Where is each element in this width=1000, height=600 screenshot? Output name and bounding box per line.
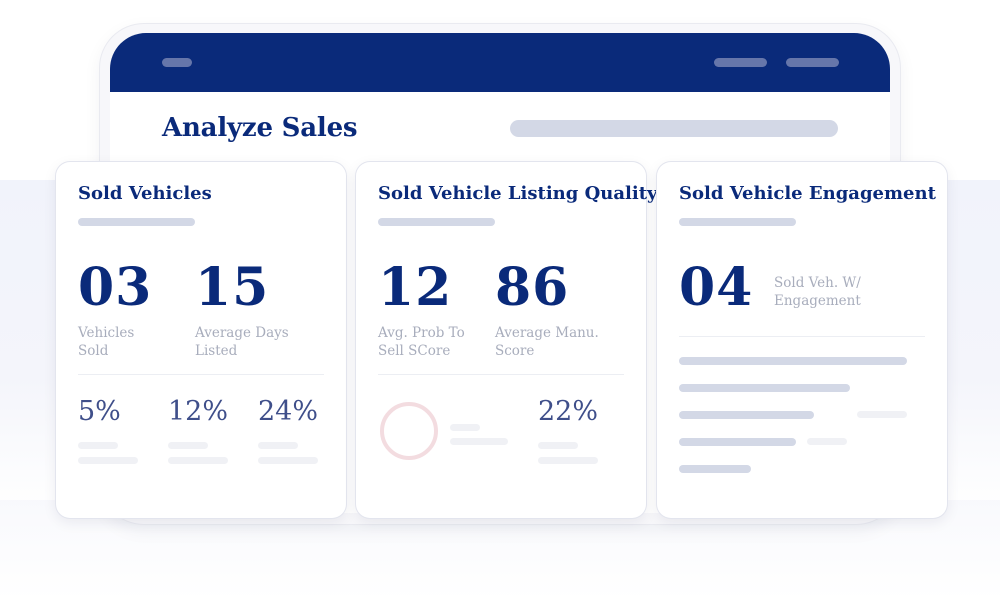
placeholder-bar [679,411,814,419]
label-line: Sold Veh. W/ [774,275,861,291]
placeholder-line [258,457,318,464]
label-line: Score [495,343,535,359]
placeholder-line [538,442,578,449]
placeholder-line [168,442,208,449]
placeholder-line [258,442,298,449]
label-line: Average Manu. [495,325,599,341]
placeholder-line [538,457,598,464]
placeholder-line [78,442,118,449]
placeholder-line [450,424,480,431]
average-manu-score-value: 86 [495,257,570,318]
placeholder-bar [679,357,907,365]
divider [679,336,925,337]
window-control-menu-1[interactable] [714,58,767,67]
page-title: Analyze Sales [162,113,358,143]
avg-prob-to-sell-label: Avg. Prob To Sell SCore [378,324,465,360]
label-line: Engagement [774,293,861,309]
title-underline [679,218,796,226]
percent-value: 24% [258,396,319,427]
average-days-listed-value: 15 [195,257,270,318]
placeholder-line [168,457,228,464]
percent-value: 22% [538,396,599,427]
title-underline [78,218,195,226]
label-line: Avg. Prob To [378,325,465,341]
percent-value: 5% [78,396,121,427]
top-bar [110,33,890,92]
sold-veh-engagement-value: 04 [679,257,754,318]
label-line: Listed [195,343,238,359]
divider [378,374,624,375]
window-control-menu-2[interactable] [786,58,839,67]
donut-chart-icon [380,402,438,460]
avg-prob-to-sell-value: 12 [378,257,453,318]
placeholder-bar [679,438,796,446]
label-line: Average Days [195,325,289,341]
placeholder-line [78,457,138,464]
title-underline [378,218,495,226]
label-line: Sell SCore [378,343,451,359]
placeholder-line [450,438,508,445]
percent-value: 12% [168,396,229,427]
listing-quality-card: Sold Vehicle Listing Quality 12 Avg. Pro… [356,162,658,518]
sold-vehicles-card: Sold Vehicles 03 Vehicles Sold 15 Averag… [56,162,346,518]
average-days-listed-label: Average Days Listed [195,324,289,360]
placeholder-line [857,411,907,418]
vehicles-sold-value: 03 [78,257,153,318]
label-line: Sold [78,343,109,359]
card-title: Sold Vehicle Engagement [679,183,936,204]
placeholder-bar [679,384,850,392]
label-line: Vehicles [78,325,135,341]
placeholder-line [807,438,847,445]
card-title: Sold Vehicle Listing Quality [378,183,658,204]
window-control-left[interactable] [162,58,192,67]
divider [78,374,324,375]
search-bar[interactable] [510,120,838,137]
placeholder-bar [679,465,751,473]
vehicles-sold-label: Vehicles Sold [78,324,134,360]
sold-veh-engagement-label: Sold Veh. W/ Engagement [774,274,861,310]
card-title: Sold Vehicles [78,183,212,204]
engagement-card: Sold Vehicle Engagement 04 Sold Veh. W/ … [657,162,947,518]
average-manu-score-label: Average Manu. Score [495,324,599,360]
